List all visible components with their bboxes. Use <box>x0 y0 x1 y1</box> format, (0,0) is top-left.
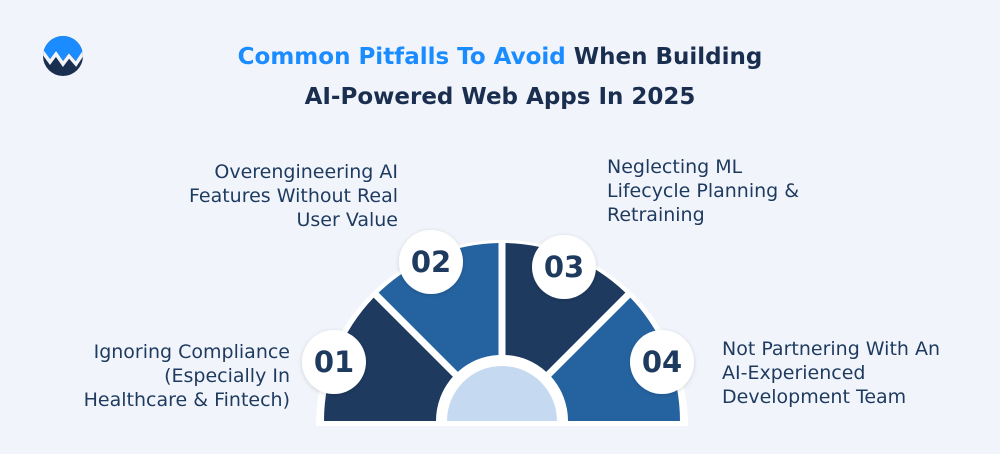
badge-number: 04 <box>642 345 682 379</box>
item-label-01: Ignoring Compliance (Especially In Healt… <box>84 340 290 412</box>
label-line: Not Partnering With An <box>722 338 941 360</box>
title-accent: Common Pitfalls To Avoid <box>237 44 566 70</box>
label-line: (Especially In <box>164 365 290 387</box>
number-badge-04: 04 <box>630 330 694 394</box>
badge-circle <box>302 330 366 394</box>
center-circle <box>447 366 557 421</box>
badge-number: 01 <box>314 345 354 379</box>
badge-circle <box>532 235 596 299</box>
number-badge-01: 01 <box>302 330 366 394</box>
label-line: Ignoring Compliance <box>93 341 290 363</box>
label-line: AI-Experienced <box>722 362 866 384</box>
page-title: Common Pitfalls To Avoid When Building <box>0 44 1000 70</box>
item-label-03: Neglecting ML Lifecycle Planning & Retra… <box>607 155 799 227</box>
label-line: Overengineering AI <box>214 161 398 183</box>
badge-number: 03 <box>544 250 584 284</box>
label-line: Neglecting ML <box>607 156 743 178</box>
label-line: Development Team <box>722 386 907 408</box>
label-line: Features Without Real <box>189 185 398 207</box>
number-badge-02: 02 <box>399 230 463 294</box>
title-rest: When Building <box>565 44 763 70</box>
label-line: Retraining <box>607 204 705 226</box>
label-line: Healthcare & Fintech) <box>83 389 290 411</box>
number-badge-03: 03 <box>532 235 596 299</box>
badge-circle <box>630 330 694 394</box>
badge-circle <box>399 230 463 294</box>
page-subtitle: AI-Powered Web Apps In 2025 <box>304 84 696 110</box>
label-line: Lifecycle Planning & <box>607 180 800 202</box>
label-line: User Value <box>296 209 398 231</box>
item-label-02: Overengineering AI Features Without Real… <box>189 160 398 232</box>
segment-01 <box>324 297 453 421</box>
badge-number: 02 <box>411 245 451 279</box>
item-label-04: Not Partnering With An AI-Experienced De… <box>722 337 940 409</box>
company-logo <box>43 36 83 76</box>
